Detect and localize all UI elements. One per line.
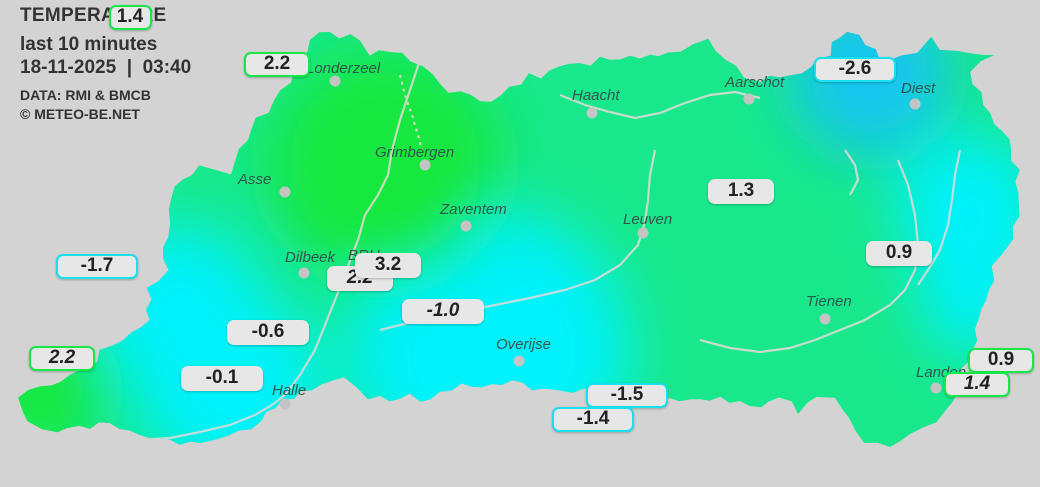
- svg-text:Halle: Halle: [272, 382, 306, 399]
- svg-text:Overijse: Overijse: [496, 336, 551, 353]
- svg-text:Diest: Diest: [901, 80, 936, 97]
- svg-text:Aarschot: Aarschot: [724, 74, 785, 91]
- svg-text:Asse: Asse: [237, 171, 271, 188]
- svg-text:Grimbergen: Grimbergen: [375, 144, 454, 161]
- svg-text:Dilbeek: Dilbeek: [285, 249, 337, 266]
- svg-text:Zaventem: Zaventem: [439, 201, 507, 218]
- svg-text:Londerzeel: Londerzeel: [306, 60, 381, 77]
- svg-text:Tienen: Tienen: [806, 293, 852, 310]
- svg-text:Leuven: Leuven: [623, 211, 672, 228]
- svg-text:Haacht: Haacht: [572, 87, 620, 104]
